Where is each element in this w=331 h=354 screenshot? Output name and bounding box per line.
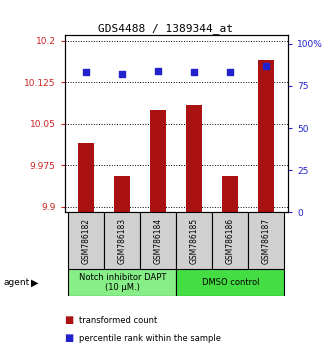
Point (119, 72, 125, 77)
Text: GSM786186: GSM786186 (226, 218, 235, 264)
Bar (114, 176, 130, 212)
Bar (212, 212, 248, 269)
Point (83, 70, 89, 75)
Text: GSM786187: GSM786187 (262, 218, 271, 264)
Point (156, 68, 161, 74)
Bar (248, 212, 284, 269)
Text: GDS4488 / 1389344_at: GDS4488 / 1389344_at (98, 23, 233, 34)
Point (228, 70, 233, 75)
Text: transformed count: transformed count (79, 316, 158, 325)
Bar (186, 104, 202, 212)
Text: agent: agent (3, 278, 29, 287)
Bar (222, 176, 238, 212)
Text: GSM786182: GSM786182 (82, 218, 91, 264)
Point (192, 70, 197, 75)
Text: ▶: ▶ (31, 277, 38, 287)
Bar (140, 212, 176, 269)
Bar (176, 212, 212, 269)
Bar (258, 60, 274, 212)
Text: ■: ■ (65, 333, 74, 343)
Bar (150, 110, 166, 212)
Text: GSM786183: GSM786183 (118, 218, 127, 264)
Bar (68, 212, 104, 269)
Bar (104, 212, 140, 269)
Text: GSM786184: GSM786184 (154, 218, 163, 264)
Text: ■: ■ (65, 315, 74, 325)
Text: Notch inhibitor DAPT
(10 μM.): Notch inhibitor DAPT (10 μM.) (78, 273, 166, 292)
Bar (68, 269, 176, 296)
Text: DMSO control: DMSO control (202, 278, 259, 287)
Bar (78, 143, 94, 212)
Point (264, 63, 269, 69)
Text: GSM786185: GSM786185 (190, 218, 199, 264)
Bar (176, 269, 284, 296)
Text: percentile rank within the sample: percentile rank within the sample (79, 333, 221, 343)
